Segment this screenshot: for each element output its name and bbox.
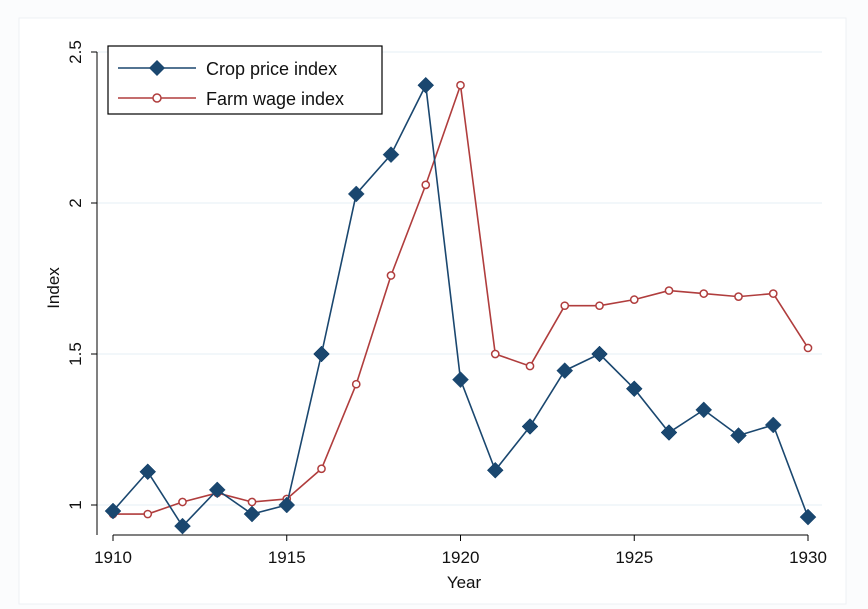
data-point-crop-price xyxy=(799,508,817,526)
data-point-farm-wage xyxy=(595,301,604,311)
data-point-farm-wage xyxy=(525,361,535,371)
data-point-crop-price xyxy=(347,185,365,203)
data-point-farm-wage xyxy=(247,497,257,507)
data-point-crop-price xyxy=(278,496,296,514)
legend-marker-farm-wage xyxy=(152,93,162,103)
x-tick-label: 1925 xyxy=(615,548,653,567)
data-point-crop-price xyxy=(452,371,469,389)
legend-label-farm-wage: Farm wage index xyxy=(206,89,344,109)
grid-lines xyxy=(97,51,822,506)
data-point-crop-price xyxy=(104,502,122,520)
data-point-farm-wage xyxy=(317,464,326,474)
data-point-farm-wage xyxy=(699,289,709,298)
data-point-crop-price xyxy=(591,345,608,363)
data-point-crop-price xyxy=(521,418,539,435)
data-point-farm-wage xyxy=(490,349,500,359)
data-point-farm-wage xyxy=(178,497,187,507)
legend-box xyxy=(107,45,383,115)
data-point-crop-price xyxy=(208,481,226,499)
data-point-farm-wage xyxy=(456,80,465,90)
y-axis-title: Index xyxy=(44,267,63,309)
data-point-farm-wage xyxy=(421,180,431,190)
legend: Crop price index Farm wage index xyxy=(107,45,383,115)
data-point-farm-wage xyxy=(664,286,674,295)
data-point-crop-price xyxy=(139,463,157,481)
data-point-crop-price xyxy=(417,76,435,94)
data-point-crop-price xyxy=(764,416,782,434)
x-axis-title: Year xyxy=(447,573,482,592)
data-point-crop-price xyxy=(382,146,400,164)
y-tick-label: 1 xyxy=(66,500,85,509)
data-point-crop-price xyxy=(730,427,747,444)
data-point-crop-price xyxy=(313,345,330,363)
x-tick-label: 1920 xyxy=(442,548,480,567)
data-point-crop-price xyxy=(695,401,713,419)
y-tick-label: 1.5 xyxy=(66,342,85,366)
y-tick-label: 2.5 xyxy=(66,40,85,64)
data-point-farm-wage xyxy=(629,295,639,304)
legend-marker-crop-price xyxy=(149,60,165,76)
data-point-crop-price xyxy=(486,461,504,479)
data-point-crop-price xyxy=(660,424,678,441)
legend-label-crop-price: Crop price index xyxy=(206,59,337,79)
data-point-farm-wage xyxy=(351,379,361,389)
data-point-farm-wage xyxy=(143,509,153,519)
axes: 1 1.5 2 2.5 1910 1915 1920 1925 1930 xyxy=(66,40,827,567)
data-point-crop-price xyxy=(174,517,191,535)
y-tick-label: 2 xyxy=(66,198,85,207)
chart-background xyxy=(18,17,847,605)
x-tick-label: 1930 xyxy=(789,548,827,567)
data-point-farm-wage xyxy=(734,292,743,301)
data-point-crop-price xyxy=(625,380,643,398)
data-point-farm-wage xyxy=(386,271,396,280)
data-point-farm-wage xyxy=(560,301,570,311)
x-tick-label: 1910 xyxy=(94,548,132,567)
data-point-crop-price xyxy=(556,362,574,379)
data-point-farm-wage xyxy=(803,343,813,353)
data-point-farm-wage xyxy=(768,289,778,298)
data-point-crop-price xyxy=(243,505,261,523)
series-layer xyxy=(104,76,817,535)
x-tick-label: 1915 xyxy=(268,548,306,567)
